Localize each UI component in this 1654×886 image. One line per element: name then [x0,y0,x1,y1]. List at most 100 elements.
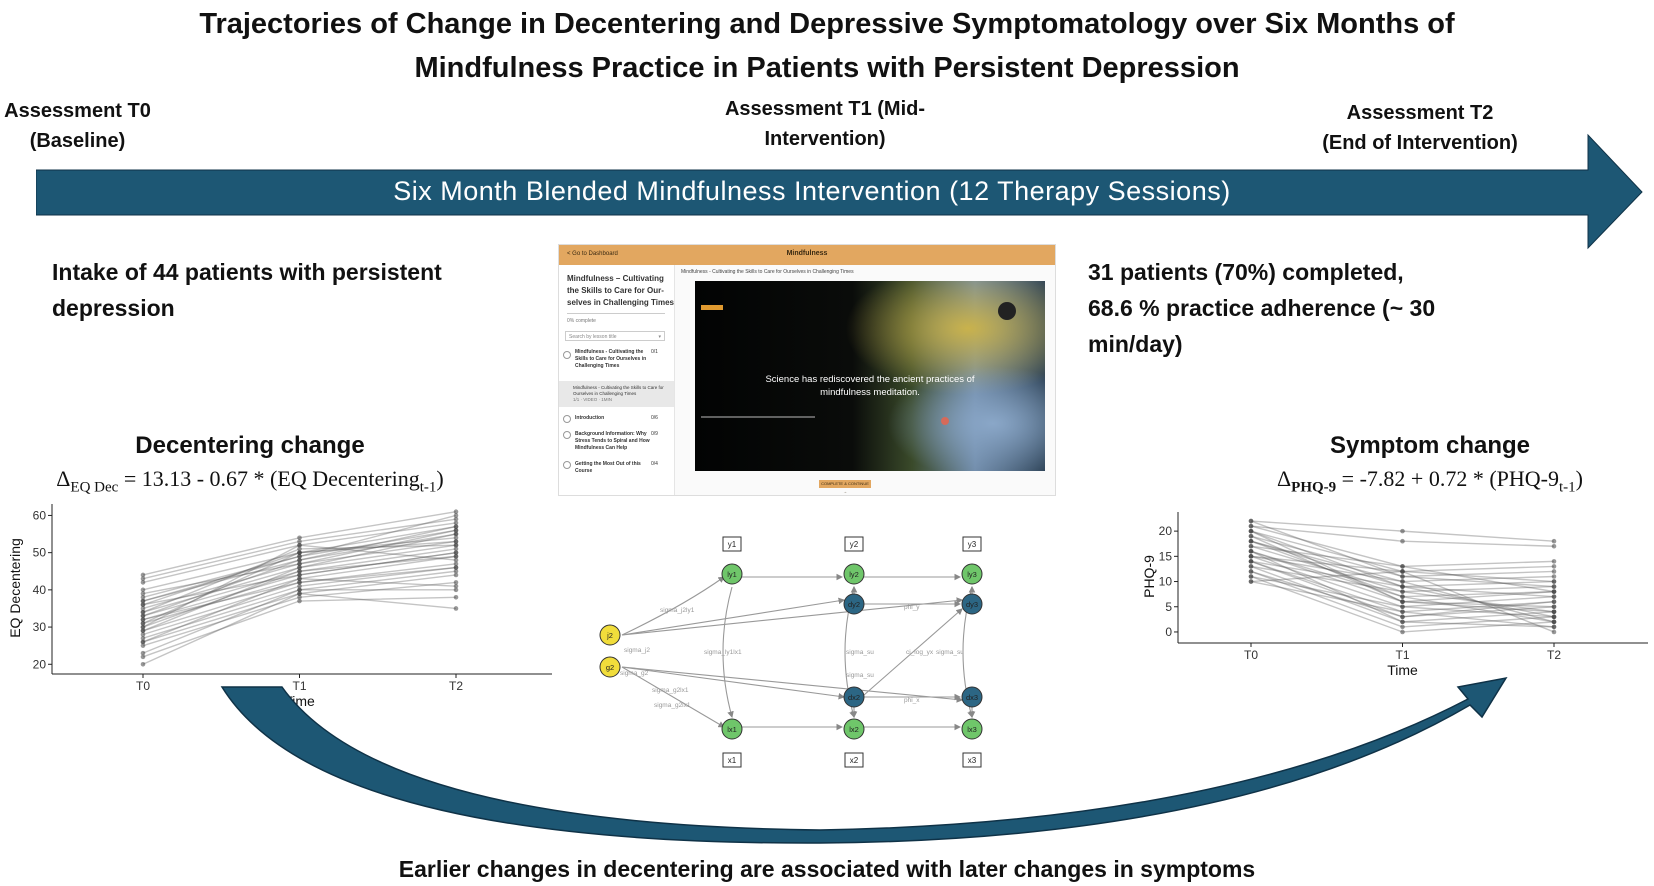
curved-arrow-shape [220,676,1508,844]
eq-point [297,591,302,596]
phq-point [1551,609,1557,615]
phq-point [1400,569,1405,574]
phq-point [1551,579,1557,584]
lesson-item-3[interactable]: Background Information: Why Stress Tends… [563,431,658,452]
lesson-4-line-b: Course [575,468,593,474]
eq-point [297,580,302,585]
phq-point [1400,629,1405,635]
eq-point [140,576,146,581]
decentering-change-heading: Decentering change [135,432,365,459]
eq-point [453,528,459,533]
phq-point [1400,624,1405,630]
phq-point [1400,584,1405,589]
phq-point [1400,589,1405,594]
video-header: Mindfulness - Cultivating the Skills to … [681,269,854,275]
phq-y-tick-label: 15 [1159,549,1173,563]
eq-point [140,587,146,593]
eq-point [140,580,146,585]
lesson-item-1[interactable]: Mindfulness - Cultivating the Skills to … [563,349,658,370]
intake-text: Intake of 44 patients with persistent de… [52,254,512,326]
observed-node-box [844,536,864,552]
timeline-label: Six Month Blended Mindfulness Interventi… [393,176,1231,206]
eq-point [453,535,459,541]
phq-point [1551,559,1557,564]
lesson-item-4[interactable]: Getting the Most Out of this Course 0/4 [563,461,658,475]
global-j-node [599,624,621,646]
back-link[interactable]: < Go to Dashboard [567,251,618,257]
lesson-1-count: 0/1 [651,349,658,355]
leaf-detail [941,417,949,425]
eq-point [297,598,302,604]
eq-point [453,561,459,567]
lesson-2-count: 0/6 [651,415,658,421]
phq-point [1551,594,1557,599]
timeline-arrow [36,133,1643,250]
lesson-item-2[interactable]: Introduction 0/6 [563,415,658,423]
lesson-1-line-b: Skills to Care for Ourselves in [575,356,647,362]
path-model-diagram: sigma_j2ly1sigma_j2sigma_g2sigma_g2lx1si… [599,536,983,768]
edge-label: sigma_j2ly1 [660,607,695,614]
lesson-search-input[interactable]: Search by lesson title ▾ [565,331,665,341]
phq-point [1248,569,1254,574]
eq-y-tick-label: 30 [33,620,47,634]
eq-point [453,606,459,611]
eq-point [453,542,459,548]
latent-x-node [961,718,983,740]
phq-point [1400,604,1405,610]
change-y-node [961,593,983,615]
change-y-node-label: dy3 [966,600,978,609]
observed-node-label: y1 [728,540,737,549]
lesson-4-line-a: Getting the Most Out of this [575,461,641,467]
phq-point [1248,554,1254,559]
eq-point [140,661,146,667]
path-edge [621,666,846,700]
complete-continue-button[interactable]: COMPLETE & CONTINUE → [819,480,871,494]
intake-line1: Intake of 44 patients with persistent [52,259,442,285]
phq-point [1248,574,1254,579]
eq-point [140,613,146,619]
observed-node-label: y2 [850,540,859,549]
eq-point [453,554,459,559]
phq-point [1551,589,1557,594]
lesson-3-count: 0/9 [651,431,658,437]
path-edge [621,597,846,636]
decentering-formula: ΔEQ Dec = 13.13 - 0.67 * (EQ Decentering… [0,466,500,496]
assessment-t2-line1: Assessment T2 [1346,102,1494,124]
phq-point [1400,599,1405,605]
change-x-node [843,686,865,708]
phq-y-tick-label: 20 [1159,524,1173,538]
eq-point [140,572,146,578]
latent-x-node-label: lx3 [967,725,977,734]
intake-line2: depression [52,295,175,321]
phq-point [1248,528,1254,534]
eq-point [140,591,146,596]
assessment-t0-line2: (Baseline) [29,130,126,152]
completion-line3: min/day) [1088,331,1183,357]
figure-title-line2: Mindfulness Practice in Patients with Pe… [414,52,1240,84]
sublesson-active[interactable]: Mindfulness - Cultivating the Skills to … [559,381,674,407]
phq9-chart: 0 5 10 15 20 T0 T1 T2 Time PHQ-9 [1141,512,1648,678]
video-player[interactable]: Science has rediscovered the ancient pra… [695,281,1045,471]
phq-y-tick-label: 0 [1165,625,1172,639]
audio-icon[interactable] [998,302,1016,320]
symptom-change-heading: Symptom change [1329,432,1531,459]
symptom-formula: ΔPHQ-9 = -7.82 + 0.72 * (PHQ-9t-1) [1180,466,1654,496]
phq-x-axis-label: Time [1387,662,1418,678]
eq-point [297,535,302,541]
assessment-t2-line2: (End of Intervention) [1322,132,1518,154]
phq-point [1551,624,1557,630]
chevron-down-icon: ▾ [658,334,661,340]
eq-point [297,539,302,544]
lesson-3-line-c: Mindfulness Can Help [575,445,628,451]
formula-sub: PHQ-9 [1291,479,1337,496]
path-edge [722,586,734,719]
phq-point [1400,579,1405,584]
phq-point [1248,548,1254,554]
formula-main: = -7.82 + 0.72 * (PHQ-9 [1336,466,1559,491]
edge-label: sigma_su [846,672,874,679]
eq-point [140,617,146,622]
eq-point [140,635,146,641]
phq-point [1400,614,1405,620]
eq-point [297,587,302,593]
